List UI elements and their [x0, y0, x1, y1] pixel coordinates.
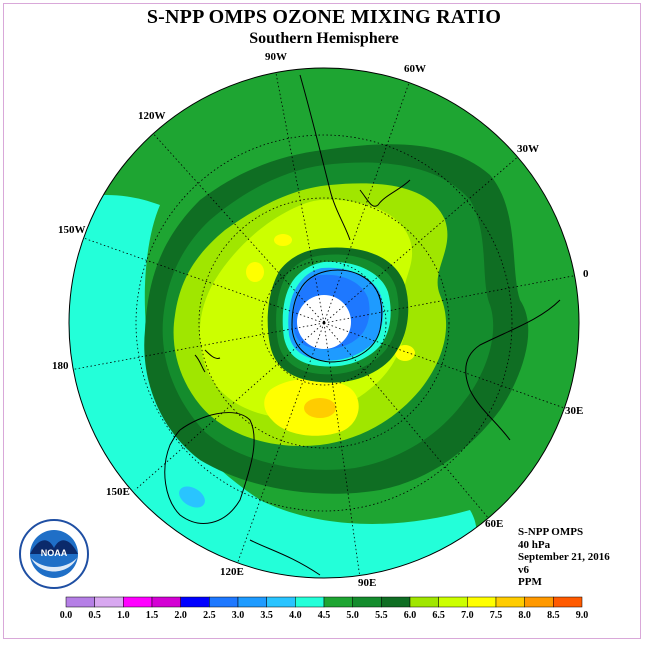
lon-label-120w: 120W — [138, 110, 166, 122]
lon-label-60e: 60E — [485, 518, 504, 530]
band-6.5-nw — [246, 262, 264, 282]
band-3.5-blob — [179, 486, 205, 508]
band-7.0 — [304, 398, 336, 418]
info-level: 40 hPa — [518, 538, 551, 551]
lon-label-180: 180 — [52, 360, 69, 372]
info-date: September 21, 2016 — [518, 551, 610, 563]
lon-label-150w: 150W — [58, 224, 86, 236]
coast-south-america — [299, 74, 411, 241]
page-frame — [3, 3, 641, 639]
map-subtitle: Southern Hemisphere — [249, 30, 399, 47]
noaa-logo: NOAA — [19, 519, 89, 589]
lon-label-0: 0 — [583, 268, 589, 280]
info-version: v6 — [518, 563, 529, 576]
lon-label-150e: 150E — [106, 486, 130, 498]
band-6.5-small — [395, 345, 415, 361]
noaa-logo-text: NOAA — [41, 548, 68, 558]
coast-indonesia — [249, 539, 321, 576]
lon-label-90e: 90E — [358, 577, 377, 589]
info-units: PPM — [518, 576, 542, 588]
band-6.5-n — [274, 234, 292, 246]
info-instrument: S-NPP OMPS — [518, 526, 584, 538]
map-title: S-NPP OMPS OZONE MIXING RATIO — [146, 6, 502, 28]
lon-label-120e: 120E — [220, 566, 244, 578]
lon-label-30w: 30W — [517, 143, 539, 155]
info-block: S-NPP OMPS 40 hPa September 21, 2016 v6 … — [518, 526, 610, 589]
coast-australia — [164, 412, 255, 524]
lon-label-60w: 60W — [404, 63, 426, 75]
lon-label-90w: 90W — [265, 51, 287, 63]
band-4.0-cyan — [69, 195, 477, 578]
lon-label-30e: 30E — [565, 405, 584, 417]
coast-nz — [194, 349, 221, 373]
coast-antarctica — [291, 269, 383, 363]
